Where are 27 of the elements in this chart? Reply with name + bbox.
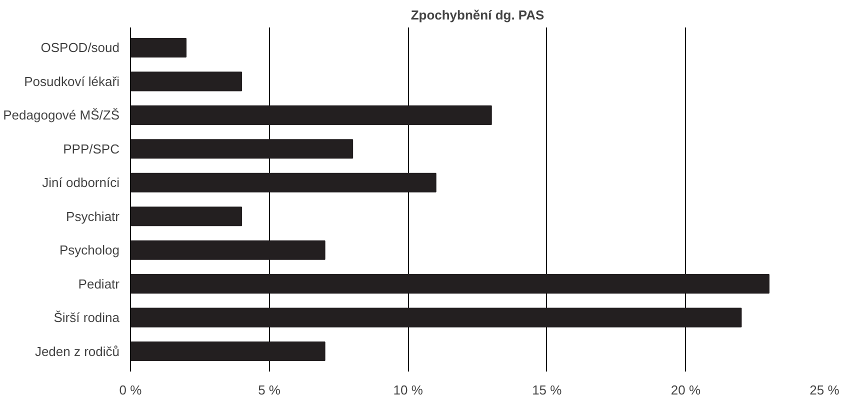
x-tick-label: 25 % xyxy=(810,382,840,398)
bar xyxy=(130,274,770,294)
y-tick-label: Jiní odborníci xyxy=(42,175,120,190)
bar xyxy=(130,38,187,58)
y-tick-label: PPP/SPC xyxy=(63,141,120,156)
bar xyxy=(130,341,326,362)
chart-title: Zpochybnění dg. PAS xyxy=(410,8,545,22)
bar xyxy=(130,240,326,260)
x-tick-label: 0 % xyxy=(119,382,142,398)
y-tick-label: Širší rodina xyxy=(54,310,120,326)
y-tick-label: OSPOD/soud xyxy=(40,40,120,56)
y-tick-label: Posudkoví lékaři xyxy=(24,74,120,89)
bar xyxy=(130,139,354,159)
y-tick-label: Psychiatr xyxy=(66,208,120,224)
x-tick-label: 15 % xyxy=(532,382,562,398)
y-tick-label: Jeden z rodičů xyxy=(34,344,120,359)
bar xyxy=(130,72,242,92)
bar xyxy=(130,206,242,226)
x-tick-label: 5 % xyxy=(258,382,281,398)
bar xyxy=(130,308,742,328)
y-tick-label: Pediatr xyxy=(78,276,120,292)
x-tick-label: 10 % xyxy=(393,382,424,398)
bar xyxy=(130,172,436,192)
bar xyxy=(130,105,492,125)
y-tick-label: Psycholog xyxy=(60,242,120,258)
x-tick-label: 20 % xyxy=(670,382,701,398)
y-tick-label: Pedagogové MŠ/ZŠ xyxy=(3,108,120,123)
